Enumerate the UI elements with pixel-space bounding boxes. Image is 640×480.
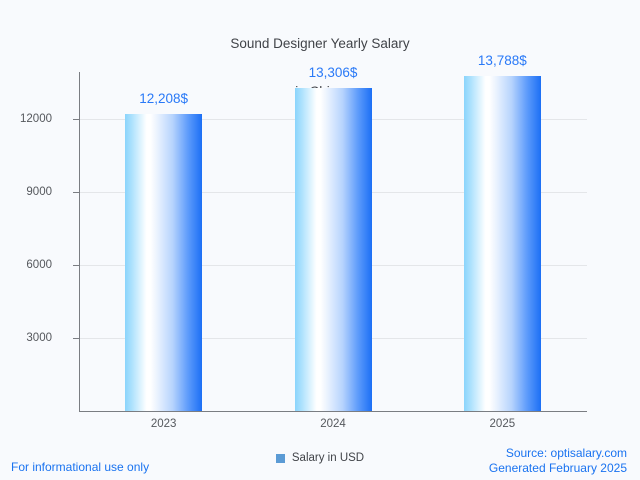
generated-text: Generated February 2025 xyxy=(488,461,627,475)
y-axis-tick-mark xyxy=(73,265,79,267)
bar-value-label-2023: 12,208$ xyxy=(139,91,189,107)
x-axis-tick-label-2023: 2023 xyxy=(150,418,177,430)
x-axis-line xyxy=(79,411,587,412)
x-axis-tick-label-2025: 2025 xyxy=(489,418,516,430)
legend-label: Salary in USD xyxy=(291,452,365,464)
y-axis-tick-mark xyxy=(73,192,79,194)
y-axis-tick-mark xyxy=(73,338,79,340)
y-axis-tick-mark xyxy=(73,119,79,121)
bar-value-label-2024: 13,306$ xyxy=(308,64,358,80)
bar-2025[interactable] xyxy=(463,75,541,411)
bar-2024[interactable] xyxy=(294,87,372,411)
disclaimer-text: For informational use only xyxy=(11,460,150,474)
source-text: Source: optisalary.com xyxy=(505,446,627,460)
legend-swatch-icon xyxy=(275,453,285,463)
source-block: Source: optisalary.com Generated Februar… xyxy=(489,446,627,476)
y-axis-tick-label: 6000 xyxy=(26,259,52,272)
chart-title-line-1: Sound Designer Yearly Salary xyxy=(230,36,410,51)
chart-legend: Salary in USD xyxy=(0,452,640,464)
x-axis-tick-label-2024: 2024 xyxy=(320,418,346,430)
y-axis-tick-label: 12000 xyxy=(20,113,52,126)
bar-2023[interactable] xyxy=(125,114,203,411)
y-axis-tick-label: 3000 xyxy=(26,332,52,345)
bar-value-label-2025: 13,788$ xyxy=(477,52,527,68)
y-axis-line xyxy=(79,72,80,412)
y-axis-tick-label: 9000 xyxy=(26,186,52,199)
